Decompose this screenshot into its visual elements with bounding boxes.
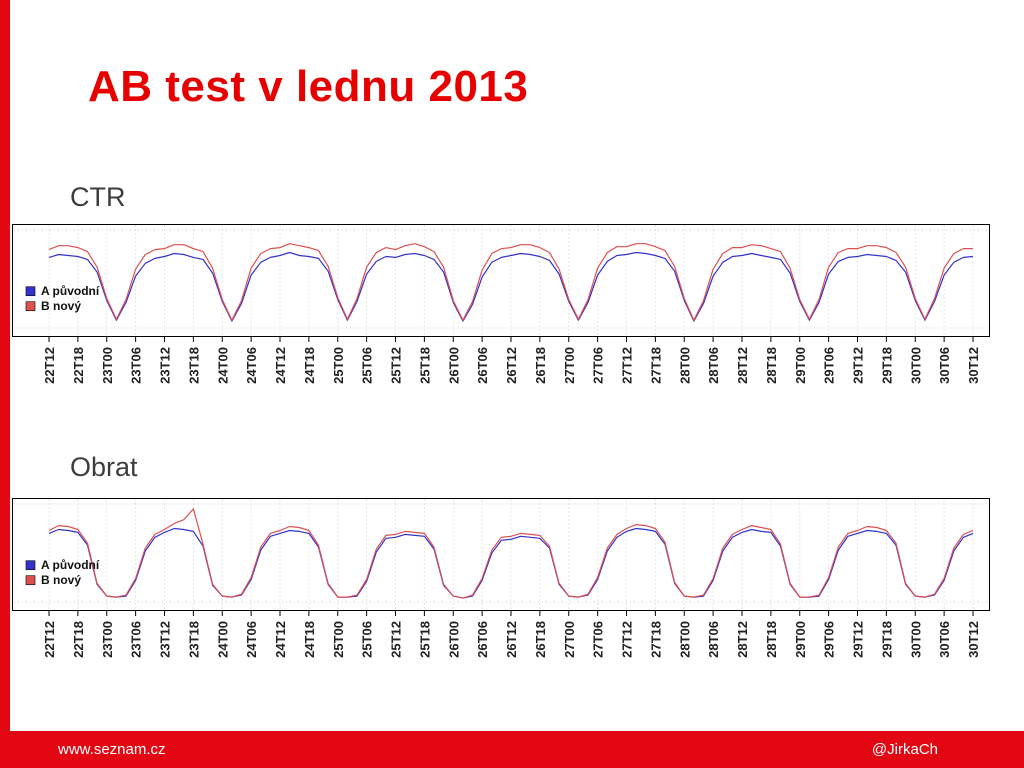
series-line-b-novy bbox=[48, 508, 974, 599]
x-tick-label: 22T12 bbox=[42, 621, 57, 658]
footer-url: www.seznam.cz bbox=[58, 741, 166, 758]
x-tick-label: 29T06 bbox=[822, 621, 837, 658]
x-tick-label: 25T00 bbox=[331, 621, 346, 658]
x-tick-label: 23T12 bbox=[158, 621, 173, 658]
x-tick-label: 30T00 bbox=[908, 347, 923, 384]
x-tick-label: 25T06 bbox=[360, 621, 375, 658]
series-line-b-novy bbox=[48, 243, 973, 321]
x-tick-label: 26T06 bbox=[475, 347, 490, 384]
x-tick-label: 25T00 bbox=[331, 347, 346, 384]
x-tick-label: 28T00 bbox=[677, 621, 692, 658]
slide-accent-left-bar bbox=[0, 0, 10, 768]
x-tick-label: 22T18 bbox=[71, 347, 86, 384]
x-tick-label: 24T00 bbox=[215, 347, 230, 384]
x-tick-label: 30T00 bbox=[908, 621, 923, 658]
x-tick-label: 23T00 bbox=[100, 621, 115, 658]
x-tick-label: 30T06 bbox=[937, 347, 952, 384]
x-tick-label: 29T06 bbox=[822, 347, 837, 384]
x-tick-label: 25T12 bbox=[389, 347, 404, 384]
x-tick-label: 30T12 bbox=[966, 621, 981, 658]
x-tick-label: 27T12 bbox=[620, 621, 635, 658]
x-tick-label: 25T18 bbox=[417, 621, 432, 658]
x-tick-label: 29T00 bbox=[793, 621, 808, 658]
legend-swatch-b bbox=[25, 575, 36, 586]
x-tick-label: 24T12 bbox=[273, 347, 288, 384]
x-tick-label: 28T00 bbox=[677, 347, 692, 384]
x-tick-label: 30T06 bbox=[937, 621, 952, 658]
x-tick-label: 29T18 bbox=[879, 621, 894, 658]
x-tick-label: 25T06 bbox=[360, 347, 375, 384]
x-tick-label: 26T12 bbox=[504, 621, 519, 658]
x-tick-label: 23T06 bbox=[129, 347, 144, 384]
x-tick-label: 27T18 bbox=[648, 621, 663, 658]
legend-label-a: A původní bbox=[41, 558, 100, 572]
legend-label-a: A původní bbox=[41, 284, 100, 298]
obrat-chart-title: Obrat bbox=[70, 452, 138, 482]
x-tick-label: 23T18 bbox=[186, 347, 201, 384]
x-tick-label: 22T18 bbox=[71, 621, 86, 658]
plot-box bbox=[12, 498, 990, 611]
x-tick-label: 29T18 bbox=[879, 347, 894, 384]
x-tick-label: 25T18 bbox=[417, 347, 432, 384]
x-tick-label: 26T18 bbox=[533, 347, 548, 384]
x-tick-label: 27T18 bbox=[648, 347, 663, 384]
obrat-chart: 22T12 22T18 23T00 23T06 23T12 23T18 24T00 24T06… bbox=[12, 498, 990, 658]
x-tick-label: 28T18 bbox=[764, 347, 779, 384]
x-tick-label: 26T00 bbox=[446, 347, 461, 384]
x-tick-label: 27T00 bbox=[562, 347, 577, 384]
x-tick-label: 27T06 bbox=[591, 621, 606, 658]
footer-twitter-handle: @JirkaCh bbox=[871, 741, 938, 758]
x-tick-label: 29T12 bbox=[851, 621, 866, 658]
slide-footer: www.seznam.cz @JirkaCh bbox=[0, 731, 1024, 768]
legend-label-b: B nový bbox=[41, 299, 81, 313]
ctr-chart: 22T12 22T18 23T00 23T06 23T12 23T18 24T00 24T06… bbox=[12, 224, 990, 384]
x-tick-label: 24T18 bbox=[302, 347, 317, 384]
x-tick-label: 26T06 bbox=[475, 621, 490, 658]
x-tick-label: 28T12 bbox=[735, 347, 750, 384]
x-tick-label: 24T18 bbox=[302, 621, 317, 658]
legend-swatch-a bbox=[25, 286, 36, 297]
x-tick-label: 28T12 bbox=[735, 621, 750, 658]
series-line-a-puvodni bbox=[48, 251, 974, 322]
x-tick-label: 29T12 bbox=[851, 347, 866, 384]
x-tick-label: 28T18 bbox=[764, 621, 779, 658]
x-tick-label: 27T06 bbox=[591, 347, 606, 384]
x-tick-label: 27T12 bbox=[620, 347, 635, 384]
legend-swatch-b bbox=[25, 301, 36, 312]
x-tick-label: 26T18 bbox=[533, 621, 548, 658]
plot-box bbox=[12, 224, 990, 337]
x-tick-label: 24T06 bbox=[244, 347, 259, 384]
x-tick-label: 26T12 bbox=[504, 347, 519, 384]
x-tick-label: 30T12 bbox=[966, 347, 981, 384]
x-tick-label: 23T18 bbox=[186, 621, 201, 658]
x-tick-label: 24T12 bbox=[273, 621, 288, 658]
x-tick-label: 29T00 bbox=[793, 347, 808, 384]
x-tick-label: 27T00 bbox=[562, 621, 577, 658]
x-tick-label: 22T12 bbox=[42, 347, 57, 384]
x-tick-label: 24T06 bbox=[244, 621, 259, 658]
x-tick-label: 28T06 bbox=[706, 347, 721, 384]
x-tick-label: 28T06 bbox=[706, 621, 721, 658]
x-tick-label: 23T06 bbox=[129, 621, 144, 658]
x-tick-label: 25T12 bbox=[389, 621, 404, 658]
x-tick-label: 26T00 bbox=[446, 621, 461, 658]
x-tick-label: 23T12 bbox=[158, 347, 173, 384]
x-tick-label: 24T00 bbox=[215, 621, 230, 658]
x-tick-label: 23T00 bbox=[100, 347, 115, 384]
slide-title: AB test v lednu 2013 bbox=[88, 62, 529, 111]
legend-label-b: B nový bbox=[41, 573, 81, 587]
legend-swatch-a bbox=[25, 560, 36, 571]
ctr-chart-title: CTR bbox=[70, 182, 126, 212]
